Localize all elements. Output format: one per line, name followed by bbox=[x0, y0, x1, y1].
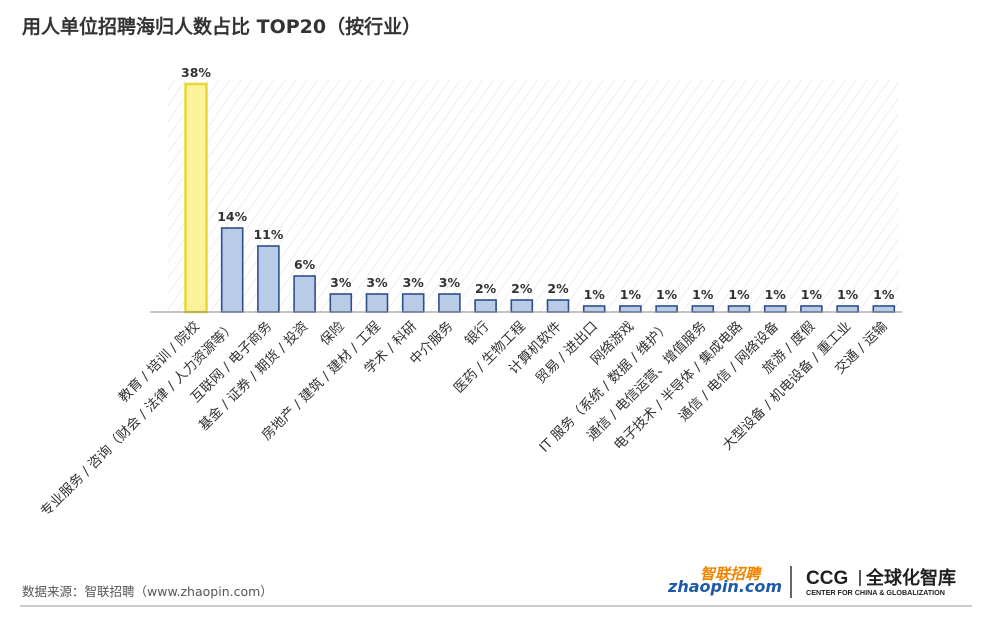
ccg-logo-abbr: CCG bbox=[806, 568, 848, 589]
bar-19 bbox=[836, 305, 859, 313]
bar-9 bbox=[474, 299, 497, 313]
value-label-7: 3% bbox=[403, 275, 425, 290]
bar-10 bbox=[510, 299, 534, 313]
bar-5 bbox=[329, 293, 353, 313]
bar-13 bbox=[619, 305, 642, 313]
bar-6 bbox=[365, 293, 389, 313]
ccg-logo-cn: 全球化智库 bbox=[865, 567, 956, 588]
bar-8 bbox=[438, 293, 461, 313]
value-label-17: 1% bbox=[765, 287, 787, 302]
zhaopin-logo: 智联招聘 zhaopin.com bbox=[667, 565, 782, 596]
bar-3 bbox=[257, 245, 280, 313]
bar-15 bbox=[691, 305, 715, 313]
bar-17 bbox=[763, 305, 787, 313]
bar-1 bbox=[184, 82, 208, 314]
source-note: 数据来源：智联招聘（www.zhaopin.com） bbox=[22, 584, 273, 599]
ccg-logo-en: CENTER FOR CHINA & GLOBALIZATION bbox=[806, 588, 945, 597]
zhaopin-logo-cn: 智联招聘 bbox=[700, 565, 762, 583]
value-label-20: 1% bbox=[873, 287, 895, 302]
value-label-6: 3% bbox=[366, 275, 388, 290]
bar-12 bbox=[582, 305, 606, 313]
value-label-11: 2% bbox=[547, 281, 569, 296]
bar-11 bbox=[546, 299, 570, 313]
bar-7 bbox=[401, 293, 425, 313]
value-label-4: 6% bbox=[294, 257, 316, 272]
bars-group bbox=[184, 82, 896, 314]
chart-title: 用人单位招聘海归人数占比 TOP20（按行业） bbox=[22, 15, 421, 38]
value-label-16: 1% bbox=[728, 287, 750, 302]
bar-2 bbox=[220, 227, 244, 313]
value-label-14: 1% bbox=[656, 287, 678, 302]
zhaopin-logo-en: zhaopin.com bbox=[667, 577, 782, 596]
value-label-5: 3% bbox=[330, 275, 352, 290]
value-label-15: 1% bbox=[692, 287, 714, 302]
value-label-13: 1% bbox=[620, 287, 642, 302]
category-label-9: 银行 bbox=[462, 319, 492, 349]
hatch-background bbox=[168, 80, 899, 312]
ccg-logo: CCG 全球化智库 CENTER FOR CHINA & GLOBALIZATI… bbox=[806, 567, 956, 597]
bar-20 bbox=[872, 305, 896, 313]
value-label-2: 14% bbox=[217, 209, 247, 224]
value-label-9: 2% bbox=[475, 281, 497, 296]
value-label-10: 2% bbox=[511, 281, 533, 296]
bar-4 bbox=[293, 275, 316, 313]
value-label-1: 38% bbox=[181, 65, 211, 80]
value-label-18: 1% bbox=[801, 287, 823, 302]
value-label-12: 1% bbox=[584, 287, 606, 302]
value-label-19: 1% bbox=[837, 287, 859, 302]
value-label-8: 3% bbox=[439, 275, 461, 290]
category-label-5: 保险 bbox=[317, 318, 348, 349]
bar-14 bbox=[655, 305, 678, 313]
bar-16 bbox=[727, 305, 751, 313]
bar-18 bbox=[800, 305, 823, 313]
value-label-3: 11% bbox=[253, 227, 283, 242]
value-labels-group: 38% 14% 11% 6% 3% 3% 3% 3% 2% 2% 2% 1% 1% 1% 1% 1% 1% 1% 1… bbox=[181, 65, 895, 302]
